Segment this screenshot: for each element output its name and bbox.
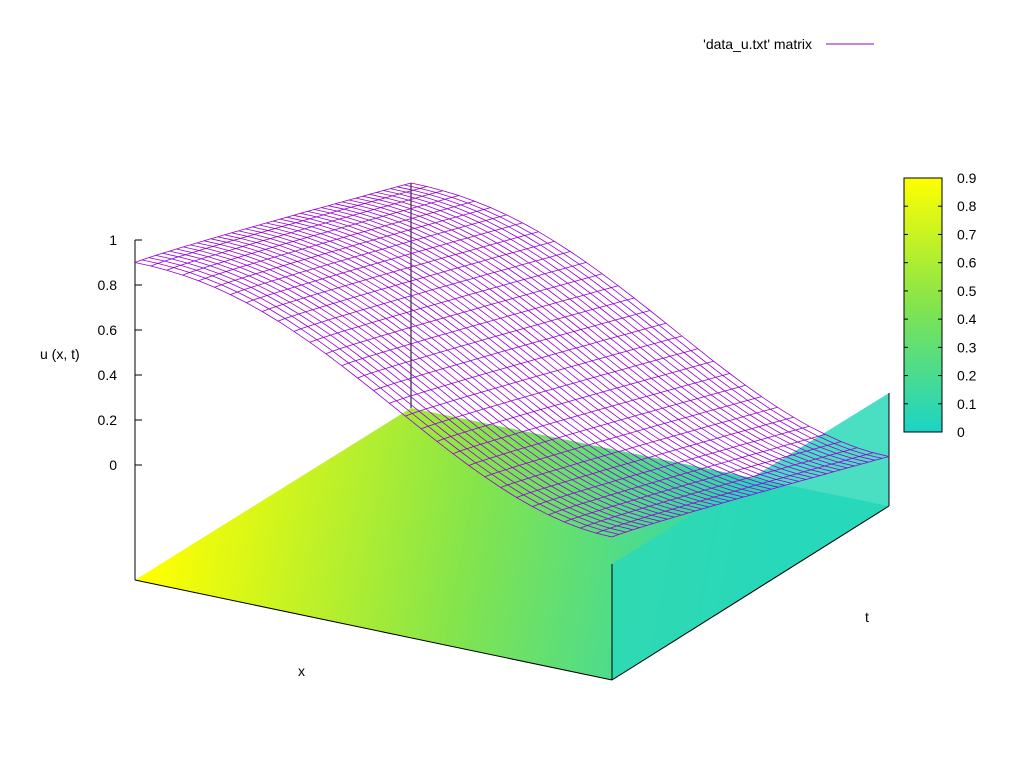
mesh-line-t	[516, 416, 794, 498]
mesh-line-t	[293, 251, 571, 332]
mesh-line-t	[389, 322, 667, 404]
colorbar-tick-label: 0.4	[957, 311, 977, 327]
mesh-line-t	[262, 231, 539, 312]
mesh-line-t	[341, 285, 619, 367]
mesh-line-t	[405, 335, 683, 417]
mesh-line-t	[309, 262, 587, 343]
surface-mesh	[134, 182, 890, 538]
colorbar-tick-label: 0.1	[957, 396, 977, 412]
mesh-line-t	[357, 297, 635, 379]
colorbar-tick-label: 0.7	[957, 226, 977, 242]
mesh-line-t	[373, 310, 651, 391]
mesh-line-t	[134, 182, 412, 263]
mesh-line-t	[230, 214, 507, 295]
t-axis-line	[611, 505, 890, 681]
z-axis-label: u (x, t)	[40, 346, 80, 362]
mesh-line-t	[500, 406, 778, 488]
mesh-line-t	[532, 425, 810, 507]
mesh-line-t	[611, 456, 890, 538]
z-tick-label: 0.2	[98, 412, 118, 428]
mesh-line-t	[564, 441, 842, 523]
mesh-line-t	[421, 348, 698, 430]
legend-label: 'data_u.txt' matrix	[703, 36, 812, 52]
mesh-line-t	[468, 384, 746, 466]
x-axis-label: x	[298, 663, 305, 679]
colorbar-gradient	[903, 177, 943, 433]
mesh-line-t	[166, 190, 444, 271]
colorbar: 0.9 0.8 0.7 0.6 0.5 0.4 0.3 0.2 0.1 0	[903, 170, 977, 440]
mesh-line-t	[325, 273, 603, 355]
mesh-line-t	[182, 195, 459, 276]
colorbar-tick-label: 0.3	[957, 339, 977, 355]
t-axis-label: t	[865, 609, 869, 625]
mesh-line-t	[548, 434, 826, 516]
x-axis-line	[134, 579, 613, 681]
z-ticks: 1 0.8 0.6 0.4 0.2 0	[98, 232, 142, 473]
mesh-line-t	[277, 240, 555, 322]
mesh-line-t	[452, 373, 730, 455]
mesh-line-t	[150, 186, 428, 267]
mesh-line-t	[214, 207, 491, 288]
mesh-line-t	[595, 452, 874, 534]
colorbar-tick-label: 0.5	[957, 283, 977, 299]
mesh-line-t	[484, 396, 762, 478]
colorbar-tick-label: 0.9	[957, 170, 977, 186]
mesh-line-t	[198, 200, 475, 282]
mesh-line-t	[246, 222, 523, 303]
legend: 'data_u.txt' matrix	[703, 36, 874, 52]
mesh-line-t	[436, 360, 714, 442]
z-tick-label: 0	[109, 457, 117, 473]
colorbar-tick-label: 0.2	[957, 368, 977, 384]
colorbar-tick-label: 0.8	[957, 198, 977, 214]
z-tick-label: 0.4	[98, 367, 118, 383]
z-tick-label: 0.6	[98, 322, 118, 338]
colorbar-tick-label: 0	[957, 424, 965, 440]
colorbar-tick-label: 0.6	[957, 255, 977, 271]
z-tick-label: 1	[109, 232, 117, 248]
colorbar-ticks: 0.9 0.8 0.7 0.6 0.5 0.4 0.3 0.2 0.1 0	[904, 170, 977, 440]
mesh-line-t	[580, 447, 858, 529]
z-tick-label: 0.8	[98, 277, 118, 293]
